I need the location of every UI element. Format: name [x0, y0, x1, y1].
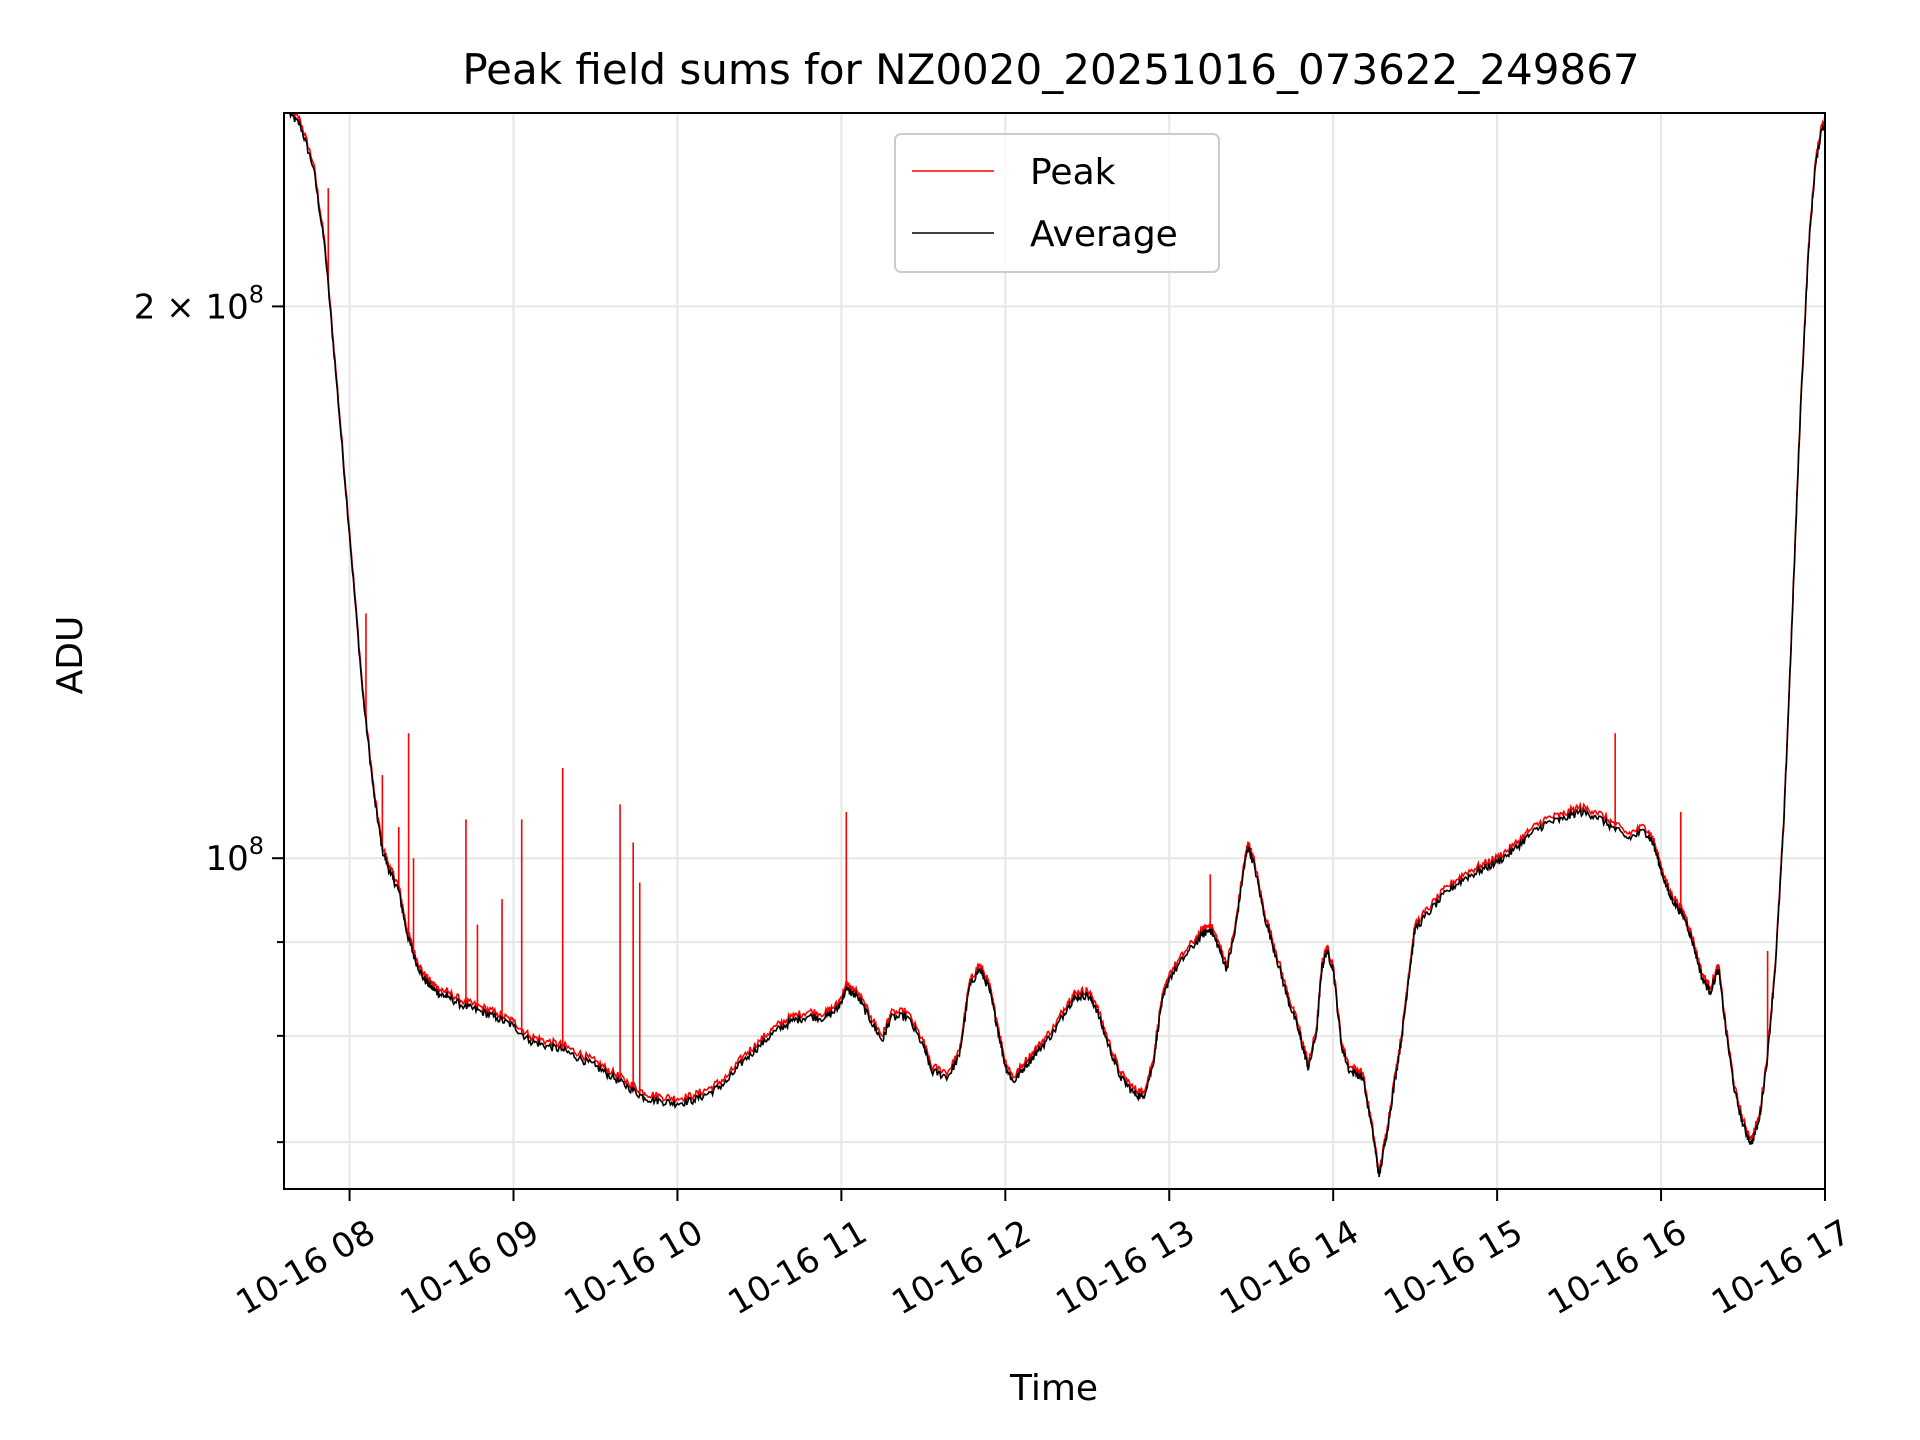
x-axis-label: Time [1009, 1368, 1098, 1409]
y-axis-label: ADU [50, 616, 91, 695]
chart-title: Peak field sums for NZ0020_20251016_0736… [462, 45, 1639, 94]
series-line-average [288, 113, 1825, 1178]
y-tick-label: 2 × 108 [134, 280, 264, 327]
plot-area-background [284, 113, 1825, 1189]
y-tick-label-exponent: 8 [249, 832, 264, 860]
legend-box [894, 133, 1220, 273]
legend: Peak Average [894, 133, 1220, 273]
y-tick-label-base: 10 [205, 839, 248, 879]
y-tick-label-exponent: 8 [249, 280, 264, 308]
plot-frame [283, 112, 1826, 1190]
y-tick-label: 108 [205, 832, 264, 879]
y-tick-label-base: 2 × 10 [134, 287, 249, 327]
legend-label-average: Average [1030, 214, 1178, 255]
grid-lines [284, 113, 1826, 1189]
series-lines [288, 113, 1825, 1178]
legend-label-peak: Peak [1030, 152, 1116, 193]
